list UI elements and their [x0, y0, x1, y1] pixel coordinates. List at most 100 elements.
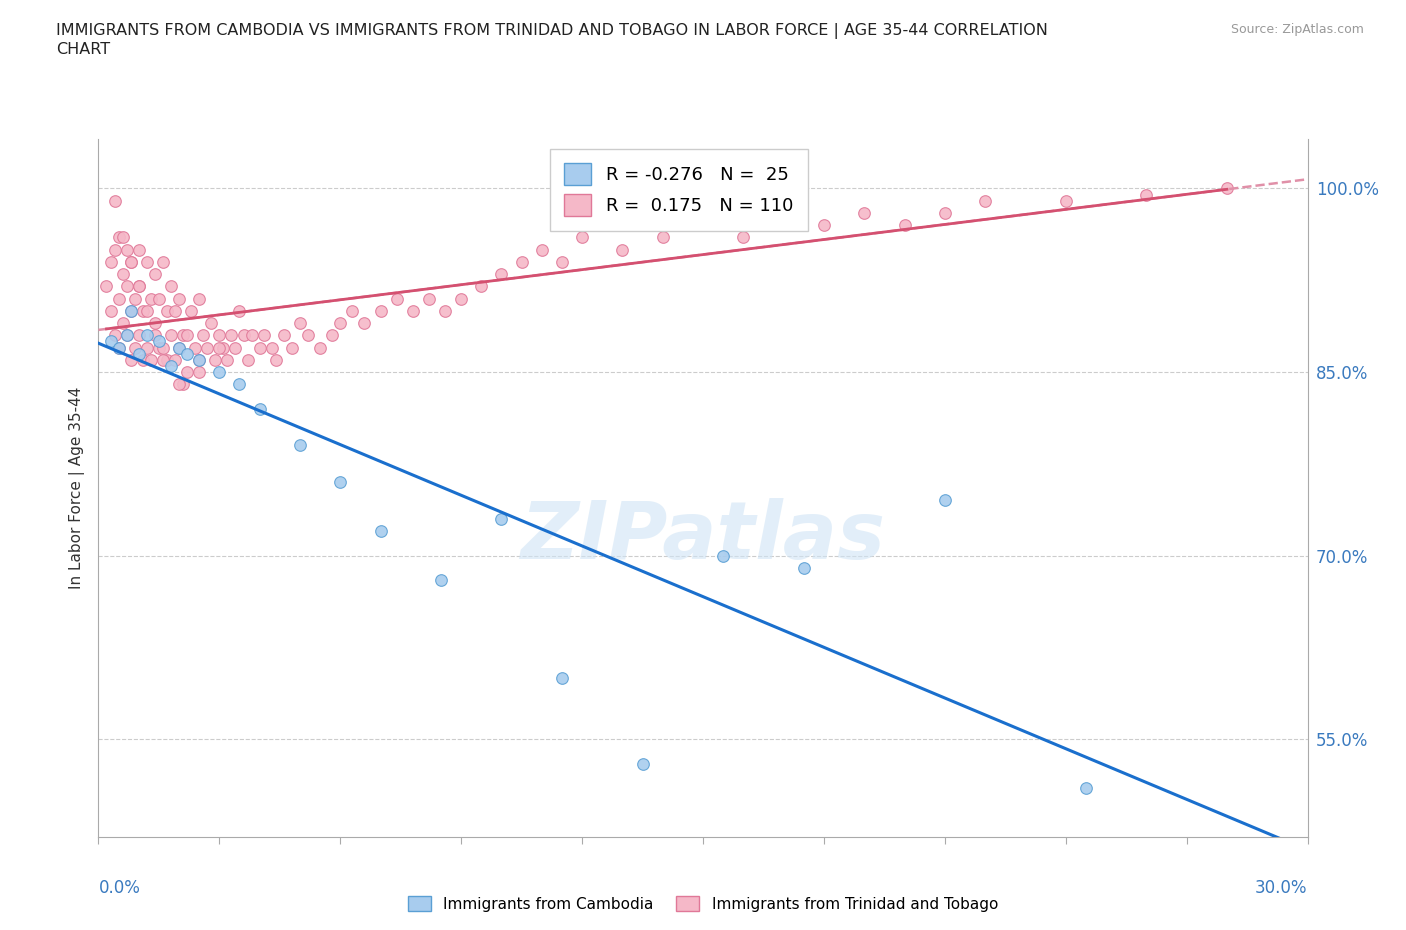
Point	[143, 315, 166, 330]
Point	[450, 291, 472, 306]
Point	[228, 377, 250, 392]
Point	[128, 328, 150, 343]
Point	[100, 334, 122, 349]
Legend: R = -0.276   N =  25, R =  0.175   N = 110: R = -0.276 N = 25, R = 0.175 N = 110	[550, 149, 807, 231]
Point	[612, 242, 634, 257]
Point	[1054, 193, 1077, 208]
Point	[128, 346, 150, 361]
Point	[139, 352, 162, 367]
Point	[321, 328, 343, 343]
Point	[264, 352, 287, 367]
Point	[172, 377, 194, 392]
Point	[115, 279, 138, 294]
Point	[96, 279, 118, 294]
Point	[208, 365, 231, 379]
Point	[167, 340, 190, 355]
Point	[240, 328, 263, 343]
Point	[329, 315, 352, 330]
Point	[934, 206, 956, 220]
Text: IMMIGRANTS FROM CAMBODIA VS IMMIGRANTS FROM TRINIDAD AND TOBAGO IN LABOR FORCE |: IMMIGRANTS FROM CAMBODIA VS IMMIGRANTS F…	[56, 23, 1047, 57]
Point	[224, 340, 246, 355]
Point	[124, 340, 146, 355]
Point	[128, 279, 150, 294]
Point	[184, 340, 207, 355]
Point	[111, 267, 134, 282]
Point	[176, 328, 198, 343]
Point	[430, 573, 453, 588]
Point	[120, 303, 142, 318]
Point	[418, 291, 440, 306]
Point	[651, 230, 673, 245]
Point	[111, 315, 134, 330]
Point	[148, 340, 170, 355]
Point	[236, 352, 259, 367]
Point	[204, 352, 226, 367]
Point	[115, 328, 138, 343]
Point	[135, 303, 157, 318]
Point	[402, 303, 425, 318]
Point	[100, 255, 122, 270]
Point	[111, 230, 134, 245]
Point	[156, 352, 179, 367]
Point	[152, 255, 174, 270]
Point	[115, 328, 138, 343]
Point	[176, 346, 198, 361]
Point	[692, 218, 714, 232]
Point	[370, 524, 392, 538]
Point	[370, 303, 392, 318]
Text: 0.0%: 0.0%	[98, 879, 141, 897]
Point	[167, 340, 190, 355]
Point	[491, 512, 513, 526]
Point	[120, 303, 142, 318]
Point	[772, 218, 794, 232]
Point	[249, 340, 271, 355]
Point	[180, 303, 202, 318]
Point	[172, 328, 194, 343]
Point	[571, 230, 593, 245]
Point	[135, 255, 157, 270]
Point	[107, 291, 129, 306]
Point	[107, 230, 129, 245]
Point	[160, 328, 183, 343]
Point	[100, 303, 122, 318]
Point	[711, 548, 734, 563]
Point	[208, 328, 231, 343]
Point	[491, 267, 513, 282]
Point	[1135, 187, 1157, 202]
Text: Source: ZipAtlas.com: Source: ZipAtlas.com	[1230, 23, 1364, 36]
Point	[195, 340, 218, 355]
Point	[188, 352, 211, 367]
Point	[281, 340, 304, 355]
Point	[139, 291, 162, 306]
Point	[188, 352, 211, 367]
Point	[893, 218, 915, 232]
Point	[329, 474, 352, 489]
Point	[212, 340, 235, 355]
Point	[974, 193, 997, 208]
Point	[434, 303, 457, 318]
Point	[120, 255, 142, 270]
Point	[249, 401, 271, 416]
Point	[1074, 780, 1097, 795]
Point	[148, 334, 170, 349]
Point	[120, 352, 142, 367]
Point	[385, 291, 408, 306]
Point	[530, 242, 553, 257]
Point	[163, 352, 186, 367]
Point	[176, 365, 198, 379]
Point	[156, 303, 179, 318]
Point	[551, 671, 574, 685]
Point	[631, 756, 654, 771]
Point	[188, 365, 211, 379]
Point	[297, 328, 319, 343]
Point	[193, 328, 215, 343]
Point	[253, 328, 276, 343]
Point	[107, 340, 129, 355]
Point	[208, 340, 231, 355]
Point	[103, 193, 125, 208]
Point	[160, 279, 183, 294]
Point	[103, 242, 125, 257]
Point	[221, 328, 243, 343]
Point	[143, 328, 166, 343]
Point	[163, 303, 186, 318]
